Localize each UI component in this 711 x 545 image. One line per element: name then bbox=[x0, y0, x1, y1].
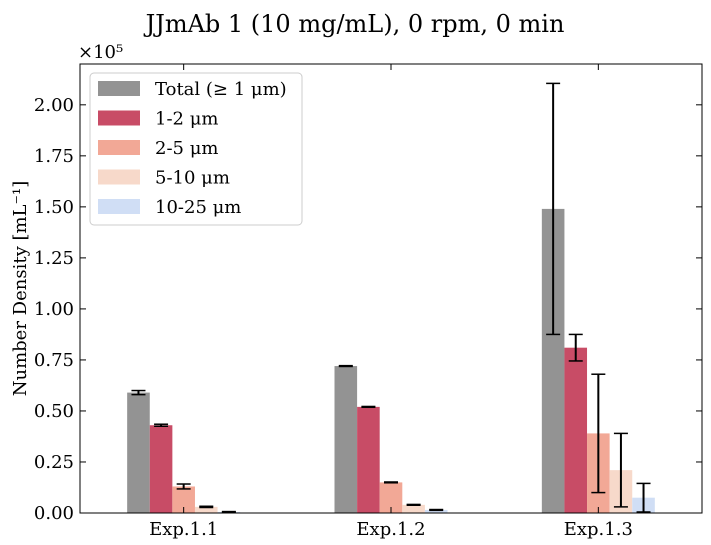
x-tick-label: Exp.1.3 bbox=[564, 519, 633, 540]
legend-label: 1-2 μm bbox=[155, 109, 218, 130]
chart-title: JJmAb 1 (10 mg/mL), 0 rpm, 0 min bbox=[143, 10, 565, 38]
bar bbox=[334, 366, 358, 513]
bar bbox=[424, 509, 448, 513]
legend-swatch bbox=[98, 169, 140, 185]
y-tick-label: 1.25 bbox=[34, 248, 74, 269]
bars-layer bbox=[127, 208, 655, 513]
y-tick-label: 1.00 bbox=[34, 299, 74, 320]
bar bbox=[541, 208, 565, 513]
y-tick-label: 0.00 bbox=[34, 503, 74, 524]
bar bbox=[357, 406, 380, 513]
y-tick-label: 0.50 bbox=[34, 401, 74, 422]
bar bbox=[149, 425, 173, 513]
y-tick-label: 1.50 bbox=[34, 197, 74, 218]
legend-label: Total (≥ 1 μm) bbox=[155, 79, 287, 100]
legend: Total (≥ 1 μm) 1-2 μm 2-5 μm 5-10 μm 10-25 μ… bbox=[89, 72, 303, 226]
y-tick-label: 0.75 bbox=[34, 350, 74, 371]
y-axis-multiplier: ×10⁵ bbox=[78, 42, 123, 63]
legend-label: 10-25 μm bbox=[155, 197, 241, 218]
legend-label: 5-10 μm bbox=[155, 168, 230, 189]
bar bbox=[379, 482, 403, 513]
x-tick-label: Exp.1.2 bbox=[356, 519, 425, 540]
y-tick-label: 1.75 bbox=[34, 146, 74, 167]
legend-label: 2-5 μm bbox=[155, 138, 218, 159]
legend-swatch bbox=[98, 199, 140, 214]
x-tick-label: Exp.1.1 bbox=[149, 519, 218, 540]
bar bbox=[194, 506, 218, 513]
legend-swatch bbox=[98, 81, 140, 96]
bar bbox=[172, 486, 195, 513]
error-bars-layer bbox=[131, 82, 651, 514]
legend-frame bbox=[89, 72, 303, 226]
bar bbox=[127, 392, 150, 513]
legend-swatch bbox=[98, 140, 140, 155]
y-tick-label: 2.00 bbox=[34, 95, 74, 116]
bar bbox=[402, 504, 425, 513]
y-tick-label: 0.25 bbox=[34, 452, 74, 473]
ticks-layer: Exp.1.1 Exp.1.2 Exp.1.3 0.00 0.25 0.50 0.75 1.0… bbox=[34, 64, 702, 540]
bar bbox=[564, 347, 588, 513]
y-axis-label: Number Density [mL⁻¹] bbox=[10, 181, 31, 397]
legend-swatch bbox=[98, 110, 140, 126]
